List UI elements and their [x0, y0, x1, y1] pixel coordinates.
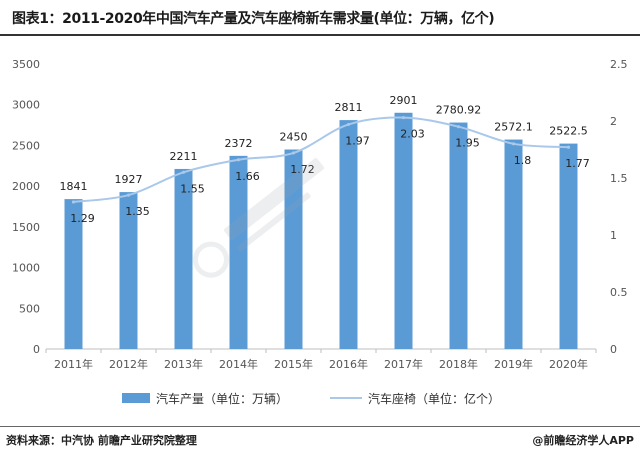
bar — [174, 168, 193, 349]
axis-layer: 0 500 1000 1500 2000 2500 3000 3500 0 0.5 1 1.5 2 2.5… — [12, 58, 628, 371]
y-left-tick-label: 500 — [19, 302, 40, 315]
bar — [284, 149, 303, 349]
x-tick-label: 2012年 — [109, 357, 148, 371]
line-value-label: 1.35 — [125, 205, 150, 218]
y-left-tick-label: 1000 — [12, 262, 40, 275]
bar-value-label: 2811 — [335, 101, 363, 114]
x-tick-label: 2011年 — [54, 357, 93, 371]
bar — [559, 143, 578, 349]
seat-demand-line — [73, 116, 569, 203]
line-point — [181, 170, 186, 174]
bar-value-label: 2450 — [280, 131, 308, 144]
y-left-tick-label: 1500 — [12, 221, 40, 234]
y-right-tick-label: 2 — [610, 115, 617, 128]
line-value-label: 1.77 — [565, 157, 590, 170]
y-right-tick-label: 0 — [610, 343, 617, 356]
line-layer — [71, 115, 571, 204]
line-value-label: 1.29 — [70, 212, 95, 225]
x-tick-label: 2017年 — [384, 357, 423, 371]
line-point — [126, 193, 131, 197]
y-right-tick-label: 1 — [610, 229, 617, 242]
line-point — [291, 151, 296, 155]
x-tick-label: 2019年 — [494, 357, 533, 371]
line-point — [346, 122, 351, 127]
y-left-tick-label: 3500 — [12, 58, 40, 71]
line-value-label: 2.03 — [400, 128, 425, 141]
bar — [449, 122, 468, 350]
x-tick-label: 2016年 — [329, 357, 368, 371]
bar — [64, 199, 83, 349]
legend-bar-label: 汽车产量（单位：万辆） — [156, 391, 288, 406]
bar-value-label: 2211 — [170, 150, 198, 163]
line-point — [236, 158, 241, 162]
line-point — [456, 125, 461, 129]
bar-value-label: 1927 — [115, 173, 143, 186]
chart-title: 图表1：2011-2020年中国汽车产量及汽车座椅新车需求量(单位：万辆，亿个) — [12, 11, 495, 27]
footer-divider — [0, 426, 640, 427]
bar-value-label: 1841 — [60, 180, 88, 193]
line-value-label: 1.97 — [345, 134, 370, 147]
bar — [339, 120, 358, 350]
line-value-label: 1.66 — [235, 170, 260, 183]
line-point — [401, 115, 406, 120]
y-left-tick-label: 0 — [33, 343, 40, 356]
bar — [119, 192, 138, 349]
line-value-label: 1.95 — [455, 137, 480, 150]
y-left-tick-label: 2500 — [12, 139, 40, 152]
line-value-label: 1.72 — [290, 163, 315, 176]
y-right-tick-label: 0.5 — [610, 286, 628, 299]
bar — [394, 112, 413, 349]
legend-line-label: 汽车座椅（单位：亿个） — [368, 391, 500, 406]
line-value-label: 1.55 — [180, 182, 205, 195]
x-tick-label: 2018年 — [439, 357, 478, 371]
x-tick-label: 2015年 — [274, 357, 313, 371]
legend-bar-swatch — [122, 393, 150, 403]
bar — [504, 139, 523, 349]
x-tick-label: 2020年 — [549, 357, 588, 371]
line-point — [511, 142, 516, 146]
y-left-tick-label: 2000 — [12, 180, 40, 193]
bar-value-label: 2572.1 — [494, 121, 533, 134]
title-divider — [0, 34, 640, 36]
bar-value-label: 2901 — [390, 94, 418, 107]
bar-layer — [64, 112, 578, 350]
brand-credit: @前瞻经济学人APP — [532, 434, 634, 447]
y-left-tick-label: 3000 — [12, 99, 40, 112]
bar — [229, 155, 248, 349]
label-layer: 1841 1927 2211 2372 2450 2811 2901 2780.92 2572.… — [60, 94, 590, 225]
bar-value-label: 2372 — [225, 137, 253, 150]
line-point — [71, 200, 76, 204]
chart-plot: 0 500 1000 1500 2000 2500 3000 3500 0 0.5 1 1.5 2 2.5… — [12, 58, 628, 406]
line-point — [566, 145, 571, 149]
bar-value-label: 2522.5 — [549, 125, 588, 138]
y-right-tick-label: 2.5 — [610, 58, 628, 71]
legend: 汽车产量（单位：万辆） 汽车座椅（单位：亿个） — [122, 391, 500, 406]
y-right-tick-label: 1.5 — [610, 172, 628, 185]
x-tick-label: 2014年 — [219, 357, 258, 371]
bar-value-label: 2780.92 — [436, 104, 482, 117]
line-value-label: 1.8 — [514, 154, 532, 167]
source-note: 资料来源：中汽协 前瞻产业研究院整理 — [6, 434, 197, 447]
x-tick-label: 2013年 — [164, 357, 203, 371]
